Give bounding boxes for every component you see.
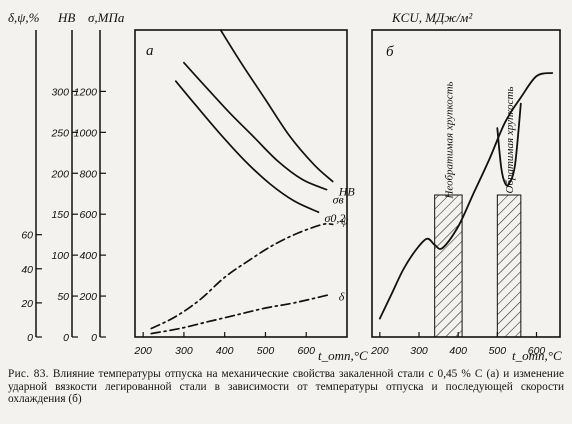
panel-b-frame (371, 29, 561, 338)
kcu-curve-2 (496, 102, 522, 187)
series-label-3: σв (333, 193, 344, 207)
panel-b-letter: б (386, 44, 394, 60)
kcu-curve-1 (378, 72, 554, 320)
series-line-1 (150, 222, 334, 330)
y-tick-label: 800 (79, 168, 97, 180)
zone-label-2: Обратимая хрупкость (504, 87, 516, 194)
y-tick-label: 0 (63, 332, 69, 344)
x-tick-label: 300 (175, 345, 193, 357)
series-line-3 (183, 61, 328, 191)
y-axis-title-3: σ,МПа (88, 10, 125, 25)
panel-a-xlabel: t_отп,°С (318, 348, 368, 363)
panel-a-x-ticks: 200 300 400 500 600 (133, 332, 315, 357)
series-label-4: σ0,2 (324, 211, 345, 225)
panel-a-series (150, 29, 334, 335)
series-line-2 (219, 29, 334, 183)
y-tick-label: 300 (51, 86, 69, 98)
series-line-5 (150, 293, 332, 335)
x-tick-label: 500 (257, 345, 275, 357)
y-tick-label: 60 (21, 230, 33, 242)
y-tick-label: 200 (78, 291, 97, 303)
series-label-2: HB (338, 184, 356, 198)
panel-b-ylabel: KCU, МДж/м² (391, 10, 473, 25)
panel-b-zones: Необратимая хрупкость Обратимая хрупкость (434, 81, 522, 338)
brittleness-zone-1 (434, 194, 463, 338)
x-tick-label: 400 (449, 345, 467, 357)
y-tick-label: 0 (91, 332, 97, 344)
y-tick-label: 200 (50, 168, 69, 180)
panel-b-x-ticks: 200 300 400 500 600 (370, 332, 545, 357)
brittleness-zone-2 (496, 194, 522, 338)
caption-text: Влияние температуры отпуска на механичес… (8, 368, 565, 406)
x-tick-label: 200 (370, 345, 389, 357)
y-tick-label: 40 (21, 264, 33, 276)
y-axis-title-1: δ,ψ,% (8, 10, 40, 25)
x-tick-label: 300 (410, 345, 428, 357)
x-tick-label: 500 (489, 345, 507, 357)
x-tick-label: 200 (133, 345, 152, 357)
y-tick-label: 400 (79, 250, 97, 262)
y-tick-label: 150 (51, 209, 69, 221)
y-tick-label: 1000 (74, 127, 98, 139)
x-tick-label: 400 (216, 345, 234, 357)
y-tick-label: 0 (27, 332, 33, 344)
y-tick-label: 50 (57, 291, 69, 303)
figure-caption: Рис. 83. Влияние температуры отпуска на … (8, 368, 564, 406)
panel-a-frame (134, 29, 348, 338)
series-line-4 (174, 80, 320, 214)
x-tick-label: 600 (528, 345, 546, 357)
y-tick-label: 1200 (74, 86, 98, 98)
y-tick-label: 250 (50, 127, 69, 139)
chart-panel-a: δ,ψ,% 0 20 40 60 HB 0 50 100 150 200 250 300 σ,МПа 0 20… (8, 10, 368, 363)
panel-a-letter: а (146, 43, 154, 59)
series-label-1: ψ (341, 213, 349, 227)
panel-a-y-axes: δ,ψ,% 0 20 40 60 HB 0 50 100 150 200 250 300 σ,МПа 0 20… (8, 10, 125, 344)
panel-b-xlabel: t_отп,°С (512, 348, 562, 363)
panel-b-series (378, 72, 554, 320)
y-tick-label: 100 (51, 250, 69, 262)
y-axis-title-2: HB (57, 10, 75, 25)
chart-panel-b: Необратимая хрупкость Обратимая хрупкость… (370, 10, 562, 363)
y-tick-label: 20 (20, 298, 33, 310)
zone-label-1: Необратимая хрупкость (443, 81, 455, 199)
caption-prefix: Рис. 83. (8, 368, 49, 380)
y-tick-label: 600 (79, 209, 97, 221)
x-tick-label: 600 (297, 345, 315, 357)
series-label-5: δ (339, 289, 345, 303)
